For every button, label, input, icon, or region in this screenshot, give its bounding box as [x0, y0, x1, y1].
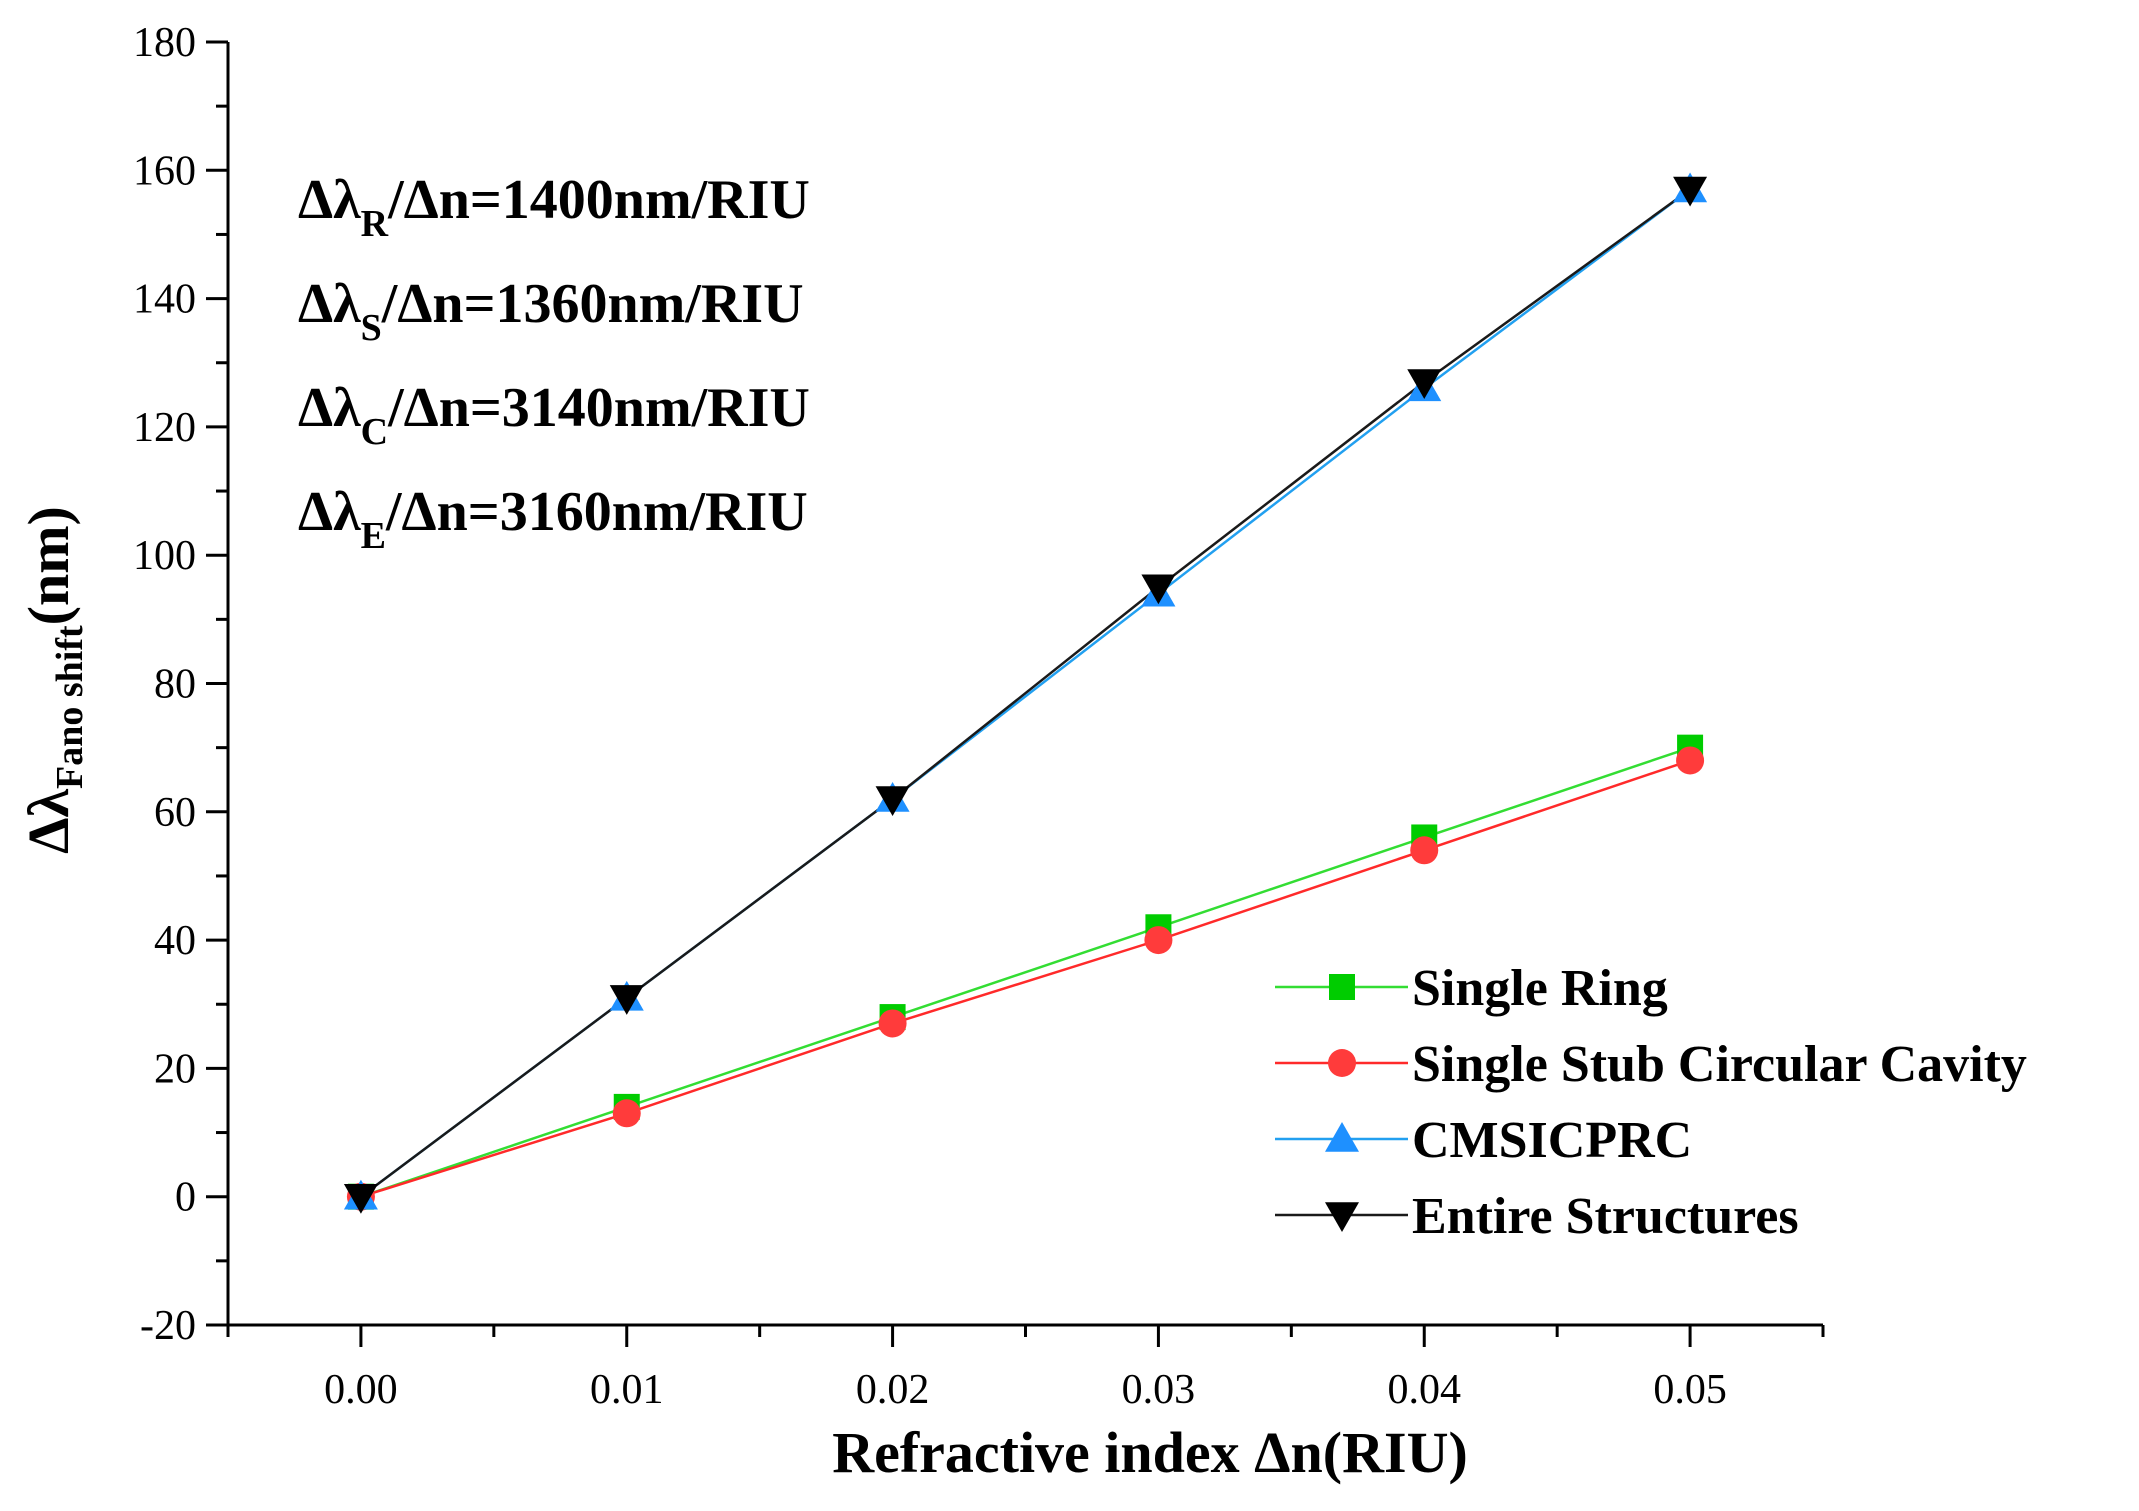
data-point-single-stub-circular-cavity	[1144, 926, 1173, 955]
legend-marker-single-stub-circular-cavity	[1328, 1049, 1356, 1077]
annotation-suffix: /Δn=3160nm/RIU	[385, 481, 808, 543]
annotation-subscript: E	[361, 515, 386, 557]
annotation-prefix: Δλ	[298, 481, 361, 543]
y-axis-title-unit: (nm)	[16, 506, 81, 625]
annotation-prefix: Δλ	[298, 169, 361, 231]
y-tick-label: 120	[133, 405, 196, 451]
annotation-suffix: /Δn=3140nm/RIU	[387, 377, 810, 439]
series-line-single-stub-circular-cavity	[360, 759, 1691, 1198]
annotation-suffix: /Δn=1360nm/RIU	[381, 273, 804, 335]
y-axis-title: ΔλFano shift(nm)	[16, 506, 91, 854]
sensitivity-annotations: ΔλR/Δn=1400nm/RIUΔλS/Δn=1360nm/RIUΔλC/Δn…	[298, 169, 810, 557]
y-tick-label: 80	[154, 662, 196, 708]
x-tick-label: 0.00	[324, 1367, 398, 1413]
y-tick-label: 40	[154, 918, 196, 964]
sensitivity-annotation: ΔλE/Δn=3160nm/RIU	[298, 481, 808, 557]
data-point-entire-structures	[1141, 574, 1176, 605]
y-tick-label: 60	[154, 790, 196, 836]
legend-marker-cmsicprc	[1325, 1122, 1359, 1152]
series-line-entire-structures	[360, 188, 1691, 1198]
y-axis-title-sub: Fano shift	[49, 625, 91, 789]
annotation-suffix: /Δn=1400nm/RIU	[387, 169, 810, 231]
data-point-entire-structures	[1407, 369, 1442, 399]
data-point-entire-structures	[609, 985, 644, 1015]
x-tick-label: 0.05	[1653, 1367, 1727, 1413]
legend: Single Ring Single Stub Circular Cavity CM…	[1275, 960, 2027, 1245]
y-tick-label: 0	[175, 1175, 196, 1221]
legend-label-cmsicprc: CMSICPRC	[1412, 1112, 1692, 1169]
y-tick-label: -20	[140, 1303, 196, 1349]
x-tick-label: 0.04	[1388, 1367, 1462, 1413]
annotation-subscript: S	[361, 307, 382, 349]
ticks: -20 0 20 40 60 80 100 120 140 160 180 0.00 0.01 0.02 0…	[133, 20, 1825, 1413]
annotation-prefix: Δλ	[298, 273, 361, 335]
data-point-single-stub-circular-cavity	[1676, 746, 1705, 775]
y-tick-label: 140	[133, 277, 196, 323]
series-line-single-ring	[360, 746, 1691, 1198]
y-tick-label: 20	[154, 1046, 196, 1092]
data-point-single-stub-circular-cavity	[1410, 836, 1439, 865]
legend-marker-single-ring	[1329, 974, 1355, 1000]
legend-label-single-stub-circular-cavity: Single Stub Circular Cavity	[1412, 1036, 2027, 1093]
series-markers	[343, 172, 1708, 1214]
data-point-single-stub-circular-cavity	[878, 1009, 907, 1038]
annotation-subscript: C	[361, 411, 388, 453]
legend-label-entire-structures: Entire Structures	[1412, 1188, 1799, 1245]
annotation-subscript: R	[361, 203, 389, 245]
y-tick-label: 160	[133, 148, 196, 194]
x-tick-label: 0.01	[590, 1367, 664, 1413]
x-axis-title: Refractive index Δn(RIU)	[832, 1420, 1468, 1485]
legend-marker-entire-structures	[1325, 1202, 1359, 1232]
data-point-entire-structures	[343, 1183, 378, 1214]
data-point-single-stub-circular-cavity	[612, 1099, 641, 1128]
data-point-entire-structures	[875, 786, 910, 816]
x-tick-label: 0.02	[856, 1367, 930, 1413]
x-tick-label: 0.03	[1122, 1367, 1196, 1413]
sensitivity-annotation: ΔλR/Δn=1400nm/RIU	[298, 169, 810, 245]
series-lines	[360, 188, 1691, 1198]
y-tick-label: 100	[133, 533, 196, 579]
data-point-entire-structures	[1673, 176, 1708, 207]
legend-label-single-ring: Single Ring	[1412, 960, 1668, 1017]
y-axis-title-main: Δλ	[16, 788, 81, 853]
annotation-prefix: Δλ	[298, 377, 361, 439]
sensitivity-annotation: ΔλC/Δn=3140nm/RIU	[298, 377, 810, 453]
y-tick-label: 180	[133, 20, 196, 66]
sensitivity-annotation: ΔλS/Δn=1360nm/RIU	[298, 273, 804, 349]
